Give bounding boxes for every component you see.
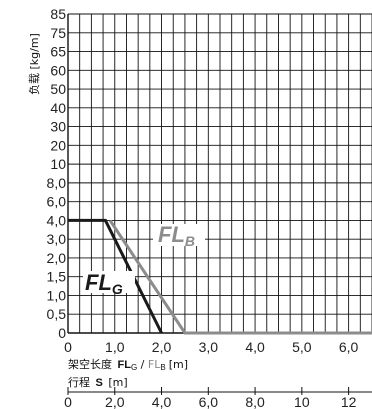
x-secondary-tick-label: 10 [294, 394, 310, 409]
x-primary-tick-label: 1,0 [105, 339, 125, 355]
x-axis-primary-label: 架空长度 FLG / FLB [m] [68, 357, 188, 372]
x-secondary-tick-label: 4,0 [152, 394, 172, 409]
y-tick-labels: 0 0,5 1,0 1,5 2,0 3,0 4,0 6,0 8,0 10 20 30 40 50 60 65 7… [47, 6, 67, 341]
x-primary-tick-label: 2,0 [152, 339, 172, 355]
y-tick-label: 85 [50, 6, 66, 22]
y-tick-label: 4,0 [47, 212, 67, 228]
y-tick-label: 10 [50, 156, 66, 172]
x-primary-tick-label: 4,0 [245, 339, 265, 355]
y-tick-label: 6,0 [47, 194, 67, 210]
y-tick-label: 30 [50, 119, 66, 135]
x-primary-tick-label: 0 [64, 339, 72, 355]
svg-text:FLB: FLB [158, 222, 195, 249]
x-secondary-tick-label: 0 [64, 394, 72, 409]
x-tick-labels: 0 1,0 2,0 3,0 4,0 5,0 6,0 0 2,0 4,0 6,0 8,0 10 12 [64, 339, 372, 409]
x-axis-secondary-label: 行程 S [m] [68, 376, 128, 389]
y-tick-label: 50 [50, 81, 66, 97]
x-primary-tick-label: 6,0 [339, 339, 359, 355]
y-tick-label: 1,0 [47, 287, 67, 303]
x-primary-tick-label: 3,0 [199, 339, 219, 355]
y-tick-label: 8,0 [47, 175, 67, 191]
y-tick-label: 0,5 [47, 306, 67, 322]
y-tick-label: 0 [58, 325, 66, 341]
y-axis-label: 负载 [kg/m] [27, 33, 41, 95]
y-tick-label: 60 [50, 62, 66, 78]
y-tick-label: 75 [50, 25, 66, 41]
y-tick-label: 40 [50, 100, 66, 116]
y-tick-label: 1,5 [47, 269, 67, 285]
x-secondary-tick-label: 6,0 [199, 394, 219, 409]
series-line-flg [68, 218, 163, 334]
x-secondary-tick-label: 12 [341, 394, 357, 409]
x-secondary-tick-label: 2,0 [105, 394, 125, 409]
y-tick-label: 2,0 [47, 250, 67, 266]
series-label-flg: FLG [83, 270, 135, 297]
svg-text:FLG: FLG [85, 270, 123, 297]
y-tick-label: 65 [50, 44, 66, 60]
y-tick-label: 20 [50, 137, 66, 153]
series-label-flb: FLB [153, 222, 205, 249]
y-tick-label: 3,0 [47, 231, 67, 247]
x-secondary-tick-label: 8,0 [245, 394, 265, 409]
x-primary-tick-label: 5,0 [292, 339, 312, 355]
series-line-flb [108, 219, 372, 335]
series-lines [68, 218, 372, 335]
